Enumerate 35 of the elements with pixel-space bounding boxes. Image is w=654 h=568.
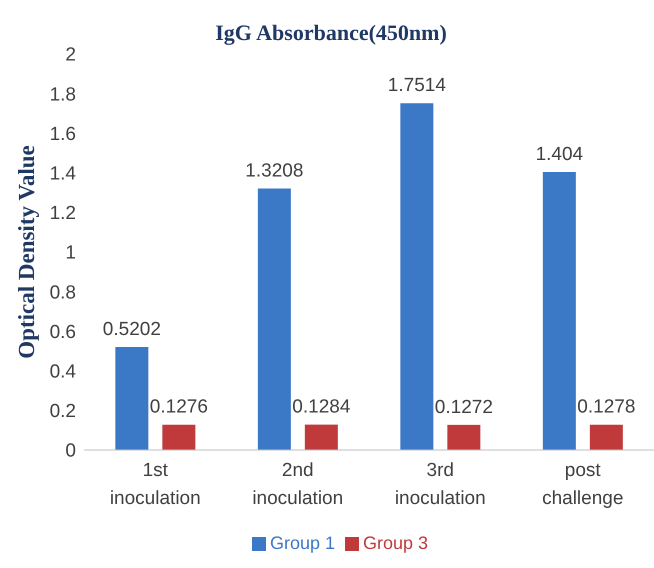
y-tick-label: 1 — [65, 242, 76, 264]
data-label: 0.1276 — [150, 396, 208, 418]
bar — [542, 172, 576, 450]
y-tick-label: 1.2 — [50, 203, 76, 224]
legend-label: Group 1 — [270, 533, 335, 553]
data-label: 0.1272 — [434, 396, 493, 418]
x-tick-label: 2nd inoculation — [252, 460, 344, 509]
data-label: 0.1278 — [577, 396, 636, 418]
x-tick-label: 3rd inoculation — [394, 460, 486, 509]
data-label: 0.5202 — [102, 319, 161, 340]
bar — [258, 188, 291, 450]
data-label: 1.7514 — [388, 75, 446, 96]
bar — [447, 424, 480, 450]
y-tick-label: 0.6 — [50, 322, 76, 343]
y-tick-label: 0.2 — [50, 401, 76, 422]
data-label: 0.1284 — [292, 396, 351, 418]
bar — [590, 424, 623, 450]
y-tick-label: 2 — [65, 44, 76, 66]
y-tick-label: 1.4 — [50, 164, 76, 185]
legend-label: Group 3 — [363, 533, 428, 553]
y-tick-label: 0 — [65, 440, 76, 462]
chart-title: IgG Absorbance(450nm) — [214, 20, 448, 46]
data-label: 1.404 — [536, 144, 584, 166]
y-axis-title: Optical Density Value — [14, 145, 40, 359]
y-tick-label: 0.8 — [50, 282, 76, 304]
y-tick-label: 1.8 — [50, 84, 76, 106]
y-tick-label: 0.4 — [50, 362, 76, 383]
bar — [304, 424, 338, 450]
bar — [162, 424, 196, 450]
bar — [115, 347, 148, 450]
y-tick-label: 1.6 — [50, 124, 76, 145]
x-tick-label: post challenge — [542, 460, 624, 509]
bar — [400, 103, 434, 450]
data-label: 1.3208 — [245, 160, 304, 182]
x-tick-label: 1st inoculation — [110, 460, 201, 509]
